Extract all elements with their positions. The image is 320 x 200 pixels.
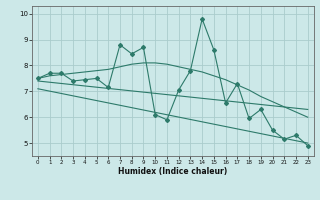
X-axis label: Humidex (Indice chaleur): Humidex (Indice chaleur) [118,167,228,176]
